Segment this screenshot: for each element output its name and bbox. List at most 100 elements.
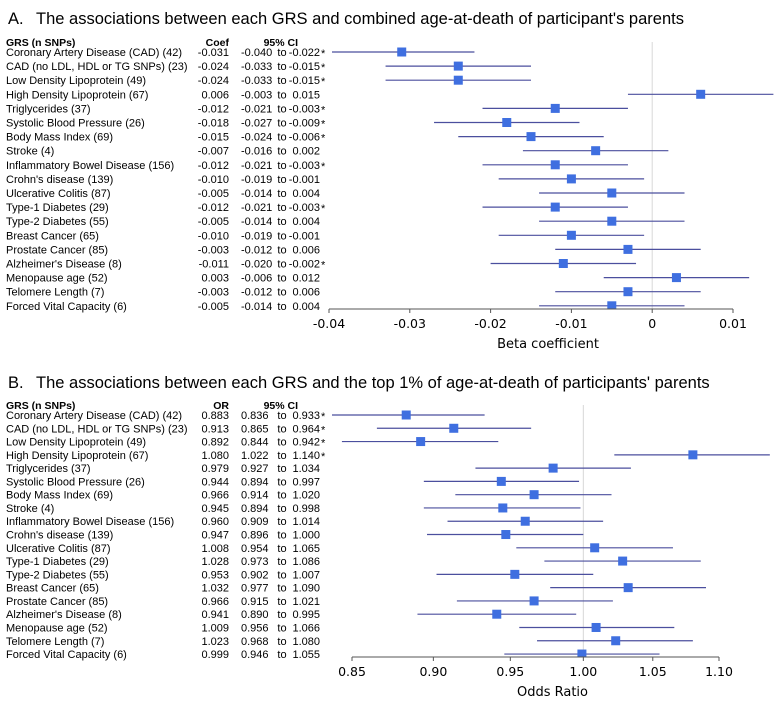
point-estimate-marker [453, 75, 463, 85]
row-ci-high: 1.140 [292, 450, 320, 462]
significance-asterisk: * [321, 104, 326, 116]
row-estimate: 0.945 [201, 503, 229, 515]
row-label: High Density Lipoprotein (67) [6, 450, 148, 462]
forest-row: Alzheimer's Disease (8) -0.011 -0.020 to -0.… [6, 259, 637, 272]
row-label: Menopause age (52) [6, 622, 108, 634]
point-estimate-marker [607, 301, 617, 309]
x-tick-label: -0.04 [313, 316, 345, 331]
row-ci-low: -0.014 [241, 301, 272, 313]
column-header-ci: 95% CI [264, 37, 299, 49]
row-ci-high: 0.004 [292, 188, 320, 200]
forest-row: Body Mass Index (69) 0.966 0.914 to 1.020 [6, 490, 612, 502]
panel-b: B. The associations between each GRS and… [8, 374, 710, 392]
significance-asterisk: * [321, 133, 326, 145]
forest-row: Inflammatory Bowel Disease (156) -0.012 -0… [6, 160, 628, 173]
row-ci-high: -0.003 [289, 160, 320, 172]
row-ci-to: to [277, 609, 286, 621]
point-estimate-marker [492, 609, 502, 619]
row-ci-high: -0.001 [289, 230, 320, 242]
forest-row: Menopause age (52) 0.003 -0.006 to 0.012 [6, 273, 750, 285]
row-ci-high: 1.065 [292, 543, 320, 555]
significance-asterisk: * [321, 76, 326, 88]
x-tick-label: 0.95 [496, 664, 524, 679]
row-label: Low Density Lipoprotein (49) [6, 75, 146, 87]
row-ci-high: 1.066 [292, 622, 320, 634]
row-ci-low: -0.012 [241, 244, 272, 256]
point-estimate-marker [577, 649, 587, 657]
row-label: Ulcerative Colitis (87) [6, 543, 111, 555]
row-ci-high: 0.012 [292, 273, 320, 285]
row-ci-high: 1.020 [292, 490, 320, 502]
row-estimate: -0.005 [198, 216, 229, 228]
row-label: Forced Vital Capacity (6) [6, 649, 127, 661]
forest-row: CAD (no LDL, HDL or TG SNPs) (23) 0.913 0.… [6, 423, 532, 436]
row-marks [498, 174, 645, 184]
row-estimate: -0.003 [198, 287, 229, 299]
row-ci-to: to [277, 287, 286, 299]
row-ci-low: -0.014 [241, 188, 272, 200]
row-ci-high: 0.998 [292, 503, 320, 515]
row-ci-low: -0.014 [241, 216, 272, 228]
x-axis-label: Beta coefficient [497, 337, 599, 352]
row-ci-low: -0.016 [241, 146, 272, 158]
forest-row: Type-2 Diabetes (55) -0.005 -0.014 to 0.004 [6, 216, 685, 228]
row-estimate: -0.011 [199, 259, 229, 271]
row-ci-to: to [277, 160, 286, 172]
row-ci-low: -0.006 [241, 273, 272, 285]
row-ci-to: to [277, 202, 286, 214]
row-ci-low: 0.836 [241, 410, 269, 422]
row-label: Type-1 Diabetes (29) [6, 202, 109, 214]
row-ci-low: 0.915 [241, 596, 269, 608]
row-ci-low: 0.946 [241, 649, 269, 661]
row-ci-low: 0.956 [241, 622, 269, 634]
row-ci-low: -0.024 [241, 132, 272, 144]
row-label: Inflammatory Bowel Disease (156) [6, 516, 174, 528]
point-estimate-marker [623, 244, 633, 254]
row-marks [341, 437, 499, 447]
point-estimate-marker [607, 216, 617, 226]
x-axis: -0.04 -0.03 -0.02 -0.01 0 0.01 Beta coefficien… [313, 308, 747, 352]
row-ci-high: 0.964 [292, 423, 320, 435]
point-estimate-marker [688, 450, 698, 460]
forest-row: Alzheimer's Disease (8) 0.941 0.890 to 0.995 [6, 609, 577, 621]
row-label: Alzheimer's Disease (8) [6, 259, 122, 271]
row-ci-to: to [277, 118, 286, 130]
row-ci-to: to [277, 423, 286, 435]
row-ci-high: -0.006 [289, 132, 320, 144]
row-estimate: -0.012 [198, 160, 229, 172]
row-ci-to: to [277, 463, 286, 475]
row-ci-low: 0.927 [241, 463, 269, 475]
row-marks [516, 543, 673, 553]
forest-row: Type-1 Diabetes (29) 1.028 0.973 to 1.086 [6, 556, 701, 568]
point-estimate-marker [550, 160, 560, 170]
forest-row: Systolic Blood Pressure (26) 0.944 0.894 to… [6, 476, 580, 488]
row-estimate: 0.999 [201, 649, 229, 661]
column-header-estimate: OR [213, 400, 229, 412]
row-ci-to: to [277, 132, 286, 144]
column-header-ci: 95% CI [264, 400, 299, 412]
row-ci-low: -0.021 [241, 160, 272, 172]
row-label: Stroke (4) [6, 146, 54, 158]
row-ci-low: 0.954 [241, 543, 269, 555]
point-estimate-marker [397, 47, 407, 57]
row-label: Breast Cancer (65) [6, 583, 99, 595]
row-estimate: 1.028 [201, 556, 229, 568]
row-ci-high: -0.015 [289, 61, 320, 73]
point-estimate-marker [550, 202, 560, 212]
row-label: Forced Vital Capacity (6) [6, 301, 127, 313]
row-ci-high: 0.995 [292, 609, 320, 621]
row-estimate: 0.941 [201, 609, 229, 621]
row-label: Type-2 Diabetes (55) [6, 569, 109, 581]
column-header-estimate: Coef [206, 37, 230, 49]
row-marks [417, 609, 577, 619]
row-label: Telomere Length (7) [6, 287, 104, 299]
row-marks [423, 476, 580, 486]
row-marks [627, 89, 774, 99]
row-marks [539, 216, 685, 226]
panel-b-title: The associations between each GRS and th… [36, 374, 710, 392]
row-marks [482, 202, 628, 212]
forest-row: Telomere Length (7) -0.003 -0.012 to 0.006 [6, 287, 701, 299]
row-ci-to: to [277, 649, 286, 661]
row-marks [447, 516, 604, 526]
